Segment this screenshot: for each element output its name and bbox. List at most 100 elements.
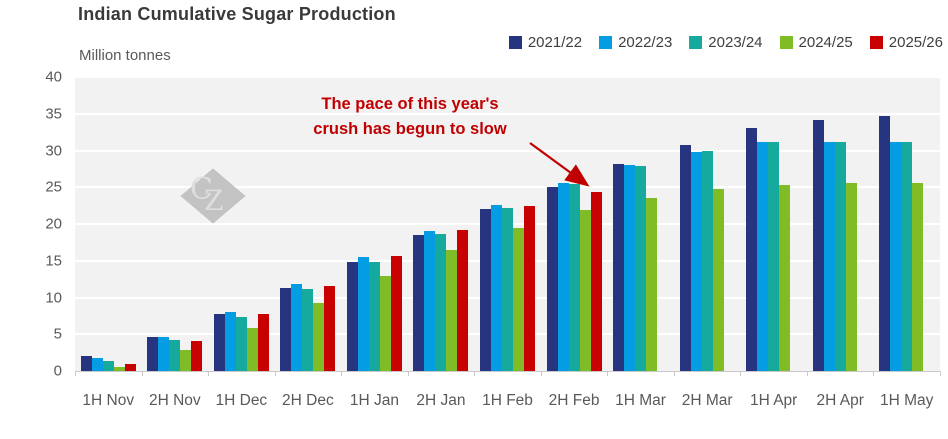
x-axis-tick	[141, 371, 143, 376]
y-axis-label-25: 25	[45, 178, 62, 196]
x-axis-label-1H-May: 1H May	[880, 392, 934, 409]
legend-swatch	[869, 36, 883, 49]
bar-group-1H-Nov	[75, 77, 142, 371]
x-axis-tick	[740, 371, 742, 376]
bar-group-2H-Nov	[142, 77, 209, 371]
y-axis-label-40: 40	[45, 68, 62, 86]
bar-group-1H-Mar	[607, 77, 674, 371]
bar-2021-22-1H-Feb	[479, 209, 491, 371]
bar-2024-25-2H-Jan	[446, 250, 458, 371]
bar-2023-24-1H-Dec	[235, 317, 247, 371]
watermark-letter-c: C	[190, 172, 213, 207]
bar-2024-25-2H-Apr	[845, 182, 857, 371]
x-axis-tick	[673, 371, 675, 376]
legend-label: 2021/22	[527, 34, 583, 51]
bar-2021-22-1H-Dec	[213, 314, 225, 371]
bar-2024-25-2H-Nov	[180, 350, 192, 371]
x-axis-label-2H-Mar: 2H Mar	[681, 392, 733, 409]
bar-2023-24-1H-Jan	[368, 262, 380, 371]
gridline-30	[75, 149, 940, 152]
bar-2021-22-2H-Nov	[147, 337, 159, 371]
bar-2025-26-2H-Nov	[191, 340, 203, 371]
bar-2022-23-1H-May	[890, 142, 902, 371]
x-axis-label-1H-Mar: 1H Mar	[615, 392, 666, 409]
x-axis-tick	[407, 371, 409, 376]
y-axis-label-15: 15	[45, 252, 62, 270]
legend-label: 2022/23	[618, 34, 673, 51]
bar-2021-22-2H-Mar	[679, 144, 691, 371]
y-axis-label-30: 30	[45, 142, 62, 159]
bar-group-1H-Apr	[740, 77, 807, 371]
x-axis-tick	[208, 371, 210, 376]
x-axis-tick	[873, 371, 875, 376]
bar-2021-22-1H-Jan	[346, 261, 358, 371]
bar-2022-23-1H-Jan	[357, 257, 369, 371]
bar-2024-25-1H-Nov	[113, 366, 125, 371]
bar-2023-24-1H-Feb	[501, 207, 513, 371]
y-axis-label-20: 20	[45, 215, 62, 233]
x-axis-label-1H-Feb: 1H Feb	[482, 392, 533, 409]
x-axis-tick	[607, 371, 609, 376]
bar-group-1H-Jan	[341, 77, 408, 371]
legend-item-2023-24: 2023/24	[689, 34, 763, 51]
y-axis-label-5: 5	[53, 325, 62, 343]
legend-swatch	[508, 36, 522, 49]
x-axis-label-1H-Nov: 1H Nov	[82, 392, 135, 409]
x-axis-label-2H-Dec: 2H Dec	[282, 392, 334, 409]
bar-2022-23-2H-Jan	[424, 230, 436, 371]
bar-2022-23-2H-Feb	[557, 182, 569, 371]
bar-2023-24-1H-Apr	[768, 142, 780, 371]
bar-2021-22-2H-Apr	[812, 120, 824, 371]
bar-group-1H-May	[873, 77, 940, 371]
bar-2022-23-1H-Nov	[91, 357, 103, 371]
annotation-text: The pace of this year's crush has begun …	[275, 92, 545, 142]
y-axis-label-10: 10	[45, 289, 62, 306]
x-axis-label-2H-Feb: 2H Feb	[548, 392, 600, 409]
bar-2025-26-2H-Dec	[324, 285, 336, 371]
bar-2022-23-2H-Apr	[823, 142, 835, 371]
x-axis-label-1H-Apr: 1H Apr	[749, 392, 798, 409]
legend-label: 2023/24	[708, 34, 763, 51]
bar-group-2H-Dec	[275, 77, 342, 371]
bar-2021-22-2H-Feb	[546, 186, 558, 371]
y-axis-units-label: Million tonnes	[79, 47, 171, 64]
bar-2023-24-2H-Mar	[701, 150, 713, 371]
bar-2025-26-1H-Jan	[390, 255, 402, 371]
x-axis-label-1H-Jan: 1H Jan	[349, 392, 399, 409]
x-axis-line	[75, 371, 941, 372]
x-axis-tick	[341, 371, 343, 376]
bar-2021-22-1H-May	[879, 115, 891, 371]
bar-2023-24-1H-Mar	[635, 165, 647, 371]
bar-2024-25-1H-Mar	[646, 198, 658, 371]
y-axis-label-0: 0	[53, 362, 62, 380]
bar-2024-25-1H-Dec	[246, 327, 258, 371]
bar-2021-22-1H-Nov	[80, 355, 92, 371]
bar-2021-22-1H-Apr	[746, 128, 758, 371]
x-axis-label-2H-Apr: 2H Apr	[816, 392, 864, 409]
x-axis-tick	[806, 371, 808, 376]
bar-2022-23-2H-Mar	[690, 151, 702, 371]
legend: 2021/22 2022/23 2023/24 2024/25 2025/26	[508, 34, 943, 51]
legend-swatch	[779, 36, 793, 49]
bar-2025-26-2H-Jan	[457, 229, 469, 371]
bar-2024-25-1H-Feb	[512, 228, 524, 371]
legend-label: 2024/25	[798, 34, 853, 51]
x-axis-label-2H-Jan: 2H Jan	[416, 392, 466, 409]
bar-2021-22-1H-Mar	[613, 163, 625, 371]
bar-2023-24-2H-Dec	[302, 289, 314, 371]
x-axis-label-2H-Nov: 2H Nov	[148, 392, 201, 409]
bar-group-2H-Jan	[408, 77, 475, 371]
plot-area: C Z	[75, 76, 940, 371]
watermark-letter-z: Z	[204, 184, 224, 217]
bar-2023-24-1H-Nov	[102, 360, 114, 371]
bar-2021-22-2H-Jan	[413, 235, 425, 371]
bar-2024-25-1H-May	[912, 182, 924, 371]
bar-2023-24-2H-Nov	[169, 340, 181, 371]
gridline-35	[75, 112, 940, 115]
bar-2022-23-1H-Dec	[224, 312, 236, 371]
x-axis-tick	[75, 371, 76, 376]
x-axis-tick	[540, 371, 542, 376]
bar-2024-25-1H-Apr	[779, 185, 791, 371]
bar-group-2H-Mar	[674, 77, 741, 371]
